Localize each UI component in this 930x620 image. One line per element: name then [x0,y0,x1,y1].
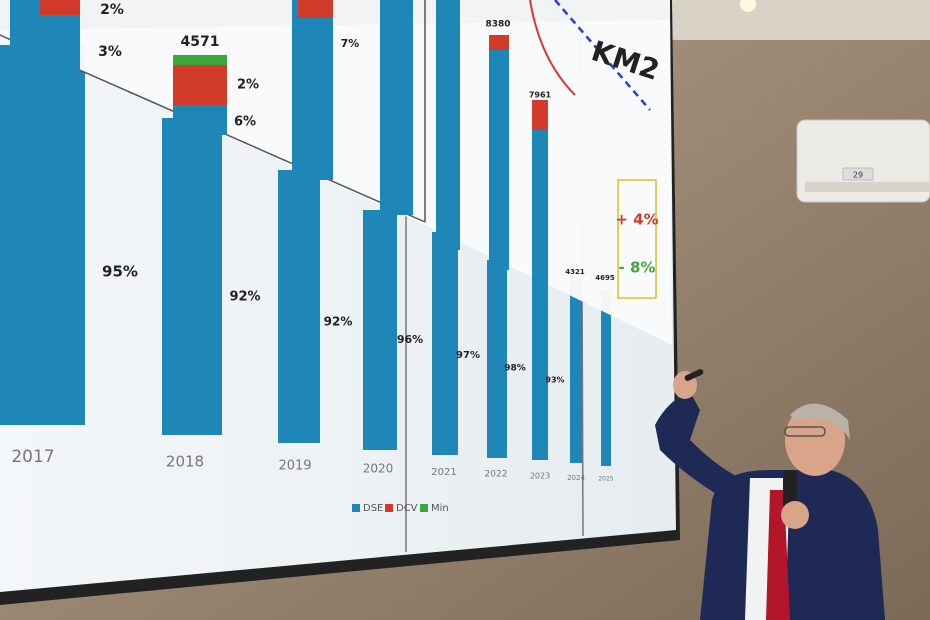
bar [292,0,333,180]
percent-label: 98% [504,364,526,374]
bar [532,100,548,290]
ac-display: 29 [853,171,863,180]
legend-swatch [385,504,393,512]
year-label: 2022 [485,470,508,480]
percent-label: 92% [229,290,260,305]
presenter [655,369,885,620]
year-label: 2023 [530,472,550,481]
bar [487,260,507,458]
arrow [529,0,576,96]
bar [436,0,460,250]
percent-label: 2% [237,78,259,93]
year-label: 2018 [166,453,204,471]
legend-swatch [352,504,360,512]
percent-label: 95% [102,263,138,281]
bar [432,232,458,455]
bar [380,0,413,215]
segment [40,0,80,15]
segment [298,0,333,18]
total-label: 7961 [529,91,552,100]
percent-label: 7% [341,37,360,50]
year-label: 2024 [567,474,585,482]
upper-bars [10,0,548,290]
air-conditioner: 29 [796,119,930,203]
bar [570,292,582,463]
total-label: 8380 [485,20,510,30]
segment [489,35,509,50]
segment [173,55,227,65]
segment [532,100,548,130]
total-label: 4695 [595,274,615,282]
legend-label: DSE [363,503,383,514]
percent-label: 97% [456,350,480,361]
callout: + 4% [615,211,658,229]
bar [0,45,85,425]
year-label: 2019 [278,459,311,474]
bar [489,35,509,270]
callout: - 8% [619,259,656,277]
legend-label: DCV [396,503,418,514]
legend-label: Min [431,503,449,514]
ceiling [660,0,930,40]
percent-label: 3% [98,44,122,60]
percent-label: 6% [234,115,256,130]
year-label: 2020 [363,462,394,476]
bar [601,300,611,466]
year-label: 2021 [431,467,456,478]
bar [278,170,320,443]
percent-label: 93% [545,376,564,385]
total-label: 4571 [181,34,220,50]
ceiling-light [740,0,756,12]
percent-label: 92% [324,315,353,329]
percent-label: 96% [397,333,423,346]
bar [532,282,548,460]
dashed-line [554,0,651,111]
legend-swatch [420,504,428,512]
percent-label: 2% [100,2,124,18]
year-label: 2025 [598,476,613,483]
total-label: 4321 [565,268,585,276]
segment [173,65,227,105]
callout-box [617,179,657,299]
bar [363,210,397,450]
bar [162,118,222,435]
year-label: 2017 [11,447,54,467]
